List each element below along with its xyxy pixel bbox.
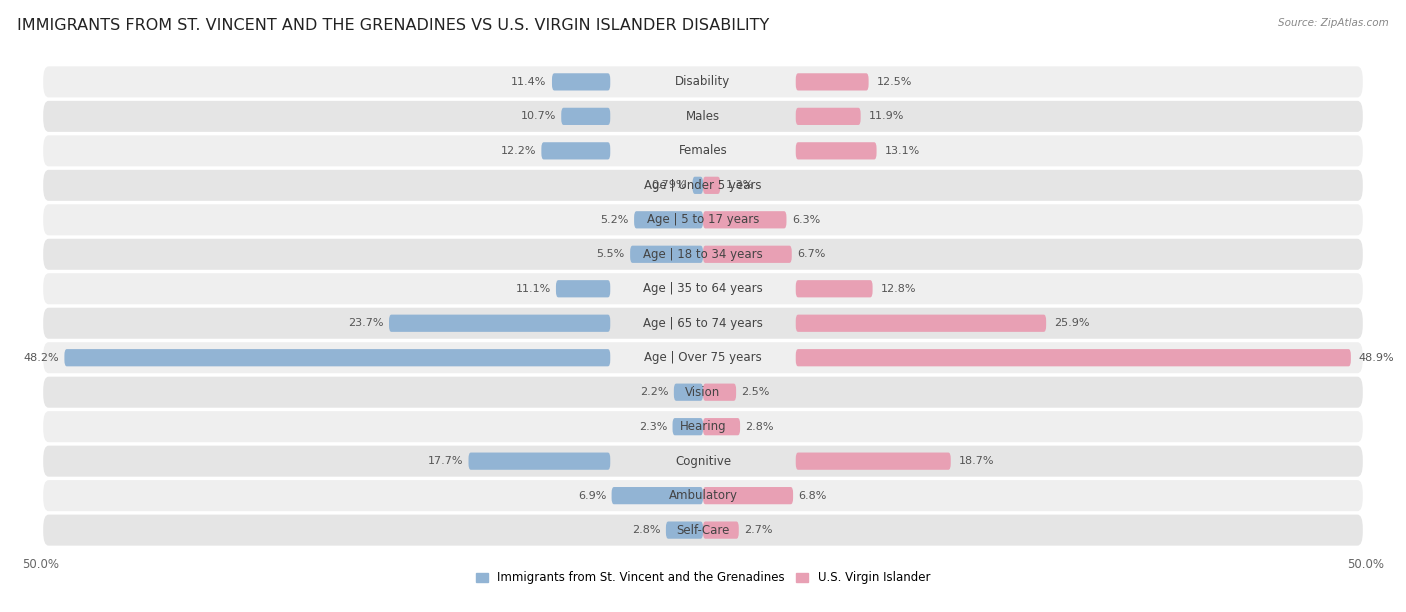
FancyBboxPatch shape	[44, 66, 1362, 97]
Text: Females: Females	[679, 144, 727, 157]
Text: 1.3%: 1.3%	[725, 181, 754, 190]
FancyBboxPatch shape	[703, 245, 792, 263]
Text: 12.8%: 12.8%	[880, 284, 917, 294]
FancyBboxPatch shape	[796, 280, 873, 297]
FancyBboxPatch shape	[703, 521, 738, 539]
FancyBboxPatch shape	[553, 73, 610, 91]
Text: 12.2%: 12.2%	[501, 146, 536, 156]
FancyBboxPatch shape	[44, 411, 1362, 442]
Text: Age | 5 to 17 years: Age | 5 to 17 years	[647, 214, 759, 226]
Text: 10.7%: 10.7%	[520, 111, 555, 121]
FancyBboxPatch shape	[44, 446, 1362, 477]
Text: 12.5%: 12.5%	[876, 77, 912, 87]
Text: Age | 35 to 64 years: Age | 35 to 64 years	[643, 282, 763, 295]
FancyBboxPatch shape	[796, 349, 1351, 367]
FancyBboxPatch shape	[673, 384, 703, 401]
Text: 2.2%: 2.2%	[640, 387, 669, 397]
FancyBboxPatch shape	[796, 315, 1046, 332]
FancyBboxPatch shape	[44, 101, 1362, 132]
FancyBboxPatch shape	[44, 170, 1362, 201]
FancyBboxPatch shape	[703, 211, 786, 228]
Text: 5.5%: 5.5%	[596, 249, 624, 259]
FancyBboxPatch shape	[634, 211, 703, 228]
Text: Hearing: Hearing	[679, 420, 727, 433]
Text: IMMIGRANTS FROM ST. VINCENT AND THE GRENADINES VS U.S. VIRGIN ISLANDER DISABILIT: IMMIGRANTS FROM ST. VINCENT AND THE GREN…	[17, 18, 769, 34]
FancyBboxPatch shape	[796, 142, 876, 160]
Text: 48.2%: 48.2%	[24, 353, 59, 363]
FancyBboxPatch shape	[703, 177, 720, 194]
FancyBboxPatch shape	[468, 452, 610, 470]
Text: Vision: Vision	[685, 386, 721, 398]
FancyBboxPatch shape	[44, 273, 1362, 304]
FancyBboxPatch shape	[796, 73, 869, 91]
Text: 2.7%: 2.7%	[744, 525, 772, 535]
Text: 11.9%: 11.9%	[869, 111, 904, 121]
FancyBboxPatch shape	[703, 487, 793, 504]
Text: 5.2%: 5.2%	[600, 215, 628, 225]
Text: 18.7%: 18.7%	[959, 456, 994, 466]
FancyBboxPatch shape	[44, 204, 1362, 236]
FancyBboxPatch shape	[703, 384, 737, 401]
Text: 2.8%: 2.8%	[633, 525, 661, 535]
FancyBboxPatch shape	[44, 135, 1362, 166]
FancyBboxPatch shape	[541, 142, 610, 160]
Text: Age | Over 75 years: Age | Over 75 years	[644, 351, 762, 364]
FancyBboxPatch shape	[44, 239, 1362, 270]
Text: Age | 18 to 34 years: Age | 18 to 34 years	[643, 248, 763, 261]
FancyBboxPatch shape	[612, 487, 703, 504]
FancyBboxPatch shape	[44, 515, 1362, 546]
FancyBboxPatch shape	[44, 308, 1362, 339]
FancyBboxPatch shape	[693, 177, 703, 194]
Text: Age | Under 5 years: Age | Under 5 years	[644, 179, 762, 192]
Text: 6.8%: 6.8%	[799, 491, 827, 501]
Text: 6.9%: 6.9%	[578, 491, 606, 501]
FancyBboxPatch shape	[65, 349, 610, 367]
Text: 2.3%: 2.3%	[638, 422, 668, 431]
Text: 2.5%: 2.5%	[741, 387, 770, 397]
Text: 6.7%: 6.7%	[797, 249, 825, 259]
Legend: Immigrants from St. Vincent and the Grenadines, U.S. Virgin Islander: Immigrants from St. Vincent and the Gren…	[471, 567, 935, 589]
Text: 6.3%: 6.3%	[792, 215, 820, 225]
FancyBboxPatch shape	[703, 418, 740, 435]
FancyBboxPatch shape	[630, 245, 703, 263]
FancyBboxPatch shape	[44, 480, 1362, 511]
FancyBboxPatch shape	[796, 108, 860, 125]
Text: Cognitive: Cognitive	[675, 455, 731, 468]
Text: 48.9%: 48.9%	[1358, 353, 1395, 363]
FancyBboxPatch shape	[44, 342, 1362, 373]
FancyBboxPatch shape	[561, 108, 610, 125]
Text: 11.1%: 11.1%	[516, 284, 551, 294]
Text: 0.79%: 0.79%	[652, 181, 688, 190]
FancyBboxPatch shape	[44, 376, 1362, 408]
Text: Source: ZipAtlas.com: Source: ZipAtlas.com	[1278, 18, 1389, 28]
Text: Disability: Disability	[675, 75, 731, 88]
FancyBboxPatch shape	[389, 315, 610, 332]
Text: Self-Care: Self-Care	[676, 524, 730, 537]
Text: 25.9%: 25.9%	[1054, 318, 1090, 328]
FancyBboxPatch shape	[796, 452, 950, 470]
Text: 13.1%: 13.1%	[884, 146, 920, 156]
FancyBboxPatch shape	[555, 280, 610, 297]
Text: 17.7%: 17.7%	[427, 456, 463, 466]
Text: 11.4%: 11.4%	[512, 77, 547, 87]
Text: Ambulatory: Ambulatory	[668, 489, 738, 502]
Text: Age | 65 to 74 years: Age | 65 to 74 years	[643, 317, 763, 330]
FancyBboxPatch shape	[672, 418, 703, 435]
Text: Males: Males	[686, 110, 720, 123]
Text: 23.7%: 23.7%	[349, 318, 384, 328]
Text: 2.8%: 2.8%	[745, 422, 773, 431]
FancyBboxPatch shape	[666, 521, 703, 539]
